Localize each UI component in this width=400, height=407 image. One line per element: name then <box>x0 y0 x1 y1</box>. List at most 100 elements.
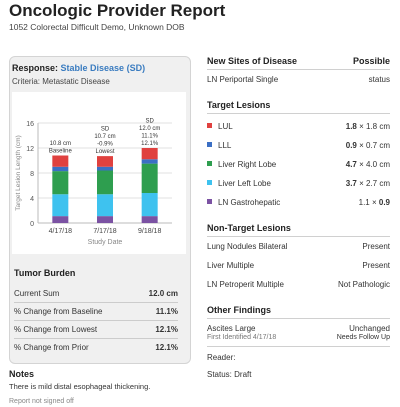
non-target-row: LN Petroperit Multiple Not Pathologic <box>207 280 390 289</box>
reader-field: Reader: <box>207 353 236 362</box>
tumor-burden-title: Tumor Burden <box>14 268 76 278</box>
finding-first-identified: First Identified 4/17/18 <box>207 334 277 341</box>
non-target-title: Non-Target Lesions <box>207 223 291 233</box>
bar-segment <box>141 216 158 223</box>
x-tick-label: 9/18/18 <box>138 228 161 235</box>
finding-sub-row: First Identified 4/17/18 Needs Follow Up <box>207 334 390 341</box>
divider <box>207 236 390 237</box>
bar-data-label: -0.9% <box>97 142 113 148</box>
lesion-measure: 3.7 × 2.7 cm <box>345 179 390 188</box>
y-tick-label: 12 <box>26 146 34 153</box>
non-target-row: Lung Nodules Bilateral Present <box>207 242 390 251</box>
tb-row-change-lowest: % Change from Lowest 12.1% <box>14 325 178 334</box>
target-lesion-chart: 0 4 8 12 16 Target Lesion Length (cm) 10.8 cm B… <box>12 92 186 254</box>
response-label: Response: <box>12 63 59 73</box>
lesion-name: LLL <box>218 141 232 150</box>
bar-data-label: SD <box>101 127 110 133</box>
bar-segment <box>141 193 158 217</box>
non-target-name: Lung Nodules Bilateral <box>207 242 288 251</box>
bar-segment <box>97 170 113 195</box>
y-tick-label: 4 <box>30 196 34 203</box>
tb-value: 11.1% <box>155 307 178 316</box>
divider <box>14 320 178 321</box>
divider <box>207 346 390 347</box>
bar-data-label: 11.1% <box>141 134 158 140</box>
lesion-row-liver-right: Liver Right Lobe 4.7 × 4.0 cm <box>207 160 390 169</box>
tb-value: 12.1% <box>155 325 178 334</box>
response-criteria: Criteria: Metastatic Disease <box>12 77 110 86</box>
bar-data-label: 10.7 cm <box>94 134 115 140</box>
tb-row-change-prior: % Change from Prior 12.1% <box>14 343 178 352</box>
lesion-color-swatch <box>207 180 212 186</box>
patient-subtitle: 1052 Colorectal Difficult Demo, Unknown … <box>9 22 185 32</box>
new-site-row: LN Periportal Single status <box>207 75 390 84</box>
bar-data-label: 12.0 cm <box>139 126 160 132</box>
lesion-color-swatch <box>207 161 212 167</box>
lesion-name: Liver Left Lobe <box>218 179 271 188</box>
bar-segment <box>52 216 69 223</box>
lesion-measure: 1.1 × 0.9 <box>358 198 390 207</box>
lesion-name: LUL <box>218 122 233 131</box>
bar-segment <box>141 163 158 193</box>
tb-label: Current Sum <box>14 289 60 298</box>
non-target-name: LN Petroperit Multiple <box>207 280 284 289</box>
response-line: Response: Stable Disease (SD) <box>12 63 145 73</box>
tb-label: % Change from Prior <box>14 343 89 352</box>
notes-text: There is mild distal esophageal thickeni… <box>9 382 151 391</box>
y-tick-label: 16 <box>26 121 34 128</box>
non-target-status: Present <box>362 242 390 251</box>
lesion-measure: 0.9 × 0.7 cm <box>345 141 390 150</box>
new-site-name: LN Periportal Single <box>207 75 279 84</box>
y-tick-label: 0 <box>30 221 34 228</box>
finding-follow-up: Needs Follow Up <box>336 334 390 341</box>
lesion-measure: 1.8 × 1.8 cm <box>345 122 390 131</box>
tb-label: % Change from Baseline <box>14 307 103 316</box>
bar-data-label: Lowest <box>95 149 114 155</box>
non-target-name: Liver Multiple <box>207 261 255 270</box>
divider <box>207 318 390 319</box>
lesion-row-lll: LLL 0.9 × 0.7 cm <box>207 141 390 150</box>
bar-data-label: 12.1% <box>141 141 159 147</box>
report-status: Status: Draft <box>207 370 252 379</box>
x-tick-label: 7/17/18 <box>93 228 116 235</box>
bar-segment <box>97 194 113 217</box>
other-findings-title: Other Findings <box>207 305 271 315</box>
y-tick-label: 8 <box>30 171 34 178</box>
finding-row: Ascites Large Unchanged <box>207 324 390 333</box>
divider <box>207 113 390 114</box>
target-lesions-title: Target Lesions <box>207 100 271 110</box>
non-target-status: Present <box>362 261 390 270</box>
bar-segment <box>52 155 69 167</box>
tb-row-change-baseline: % Change from Baseline 11.1% <box>14 307 178 316</box>
lesion-color-swatch <box>207 123 212 129</box>
bar-segment <box>97 156 113 167</box>
x-tick-label: 4/17/18 <box>49 228 72 235</box>
non-target-row: Liver Multiple Present <box>207 261 390 270</box>
tb-value: 12.0 cm <box>148 289 178 298</box>
tb-row-current-sum: Current Sum 12.0 cm <box>14 289 178 298</box>
bar-segment <box>141 159 158 164</box>
bar-segment <box>141 148 158 160</box>
new-sites-possible-header: Possible <box>352 56 390 66</box>
bar-segment <box>52 194 69 217</box>
notes-title: Notes <box>9 369 35 379</box>
bar-segment <box>52 166 69 172</box>
divider <box>14 338 178 339</box>
bar-data-label: 10.8 cm <box>50 141 71 147</box>
divider <box>207 69 390 70</box>
bar-segment <box>52 171 69 195</box>
response-value: Stable Disease (SD) <box>60 63 146 73</box>
bar-data-label: Baseline <box>49 149 73 155</box>
lesion-name: Liver Right Lobe <box>218 160 277 169</box>
new-sites-title: New Sites of Disease <box>207 56 298 66</box>
lesion-color-swatch <box>207 142 212 148</box>
lesion-row-liver-left: Liver Left Lobe 3.7 × 2.7 cm <box>207 179 390 188</box>
new-site-status: status <box>368 75 390 84</box>
tb-value: 12.1% <box>155 343 178 352</box>
lesion-color-swatch <box>207 199 212 205</box>
lesion-name: LN Gastrohepatic <box>218 198 281 207</box>
bar-data-label: SD <box>145 119 154 125</box>
x-axis-label: Study Date <box>88 239 123 246</box>
bar-segment <box>97 166 113 171</box>
finding-name: Ascites Large <box>207 324 256 333</box>
